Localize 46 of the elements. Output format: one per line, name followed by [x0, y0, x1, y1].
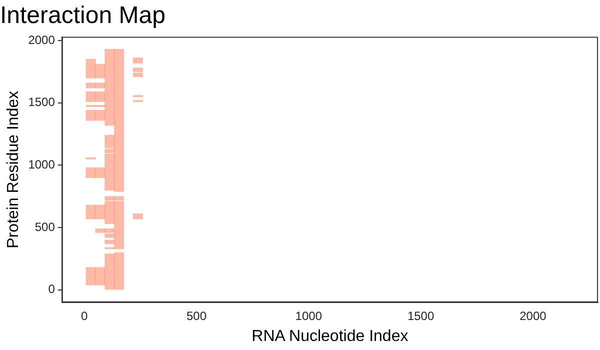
x-tick-label: 1500	[407, 308, 434, 323]
bar	[104, 154, 115, 191]
bar	[104, 253, 115, 290]
y-tick-label: 500	[34, 220, 56, 234]
bar	[104, 240, 115, 244]
bar	[104, 201, 115, 224]
x-tick-label: 2000	[520, 308, 547, 323]
y-tick-label: 0	[48, 282, 56, 296]
y-tick-label: 2000	[28, 32, 56, 47]
bar	[104, 228, 115, 233]
y-tick-label: 1500	[28, 95, 56, 110]
bar	[86, 167, 96, 178]
bar	[86, 110, 96, 121]
bar	[104, 134, 115, 148]
bar	[104, 148, 115, 154]
chart-title: Interaction Map	[0, 2, 166, 30]
bar	[86, 267, 96, 286]
bar	[95, 167, 106, 178]
y-axis-title: Protein Residue Index	[5, 90, 22, 248]
bar	[86, 91, 96, 102]
x-tick-label: 500	[186, 308, 207, 323]
bar	[132, 58, 143, 64]
bar	[104, 233, 115, 238]
bar	[95, 228, 106, 233]
bar	[104, 196, 115, 200]
bar	[95, 110, 106, 121]
bar	[104, 48, 115, 126]
bar	[86, 82, 96, 88]
bar	[132, 68, 143, 72]
bar	[95, 91, 106, 102]
bar	[95, 82, 106, 88]
bar	[132, 214, 143, 220]
bar	[95, 267, 106, 286]
bar	[86, 204, 96, 220]
bar	[114, 252, 124, 290]
bar	[114, 196, 124, 200]
x-tick-label: 0	[80, 308, 88, 323]
bar	[86, 58, 96, 78]
bar	[95, 204, 106, 220]
x-axis-title: RNA Nucleotide Index	[252, 328, 408, 345]
bar	[114, 201, 124, 250]
bar	[132, 72, 143, 78]
bar	[114, 48, 124, 192]
x-tick-label: 1000	[295, 308, 322, 323]
bar	[95, 64, 106, 78]
y-tick-label: 1000	[28, 158, 56, 172]
